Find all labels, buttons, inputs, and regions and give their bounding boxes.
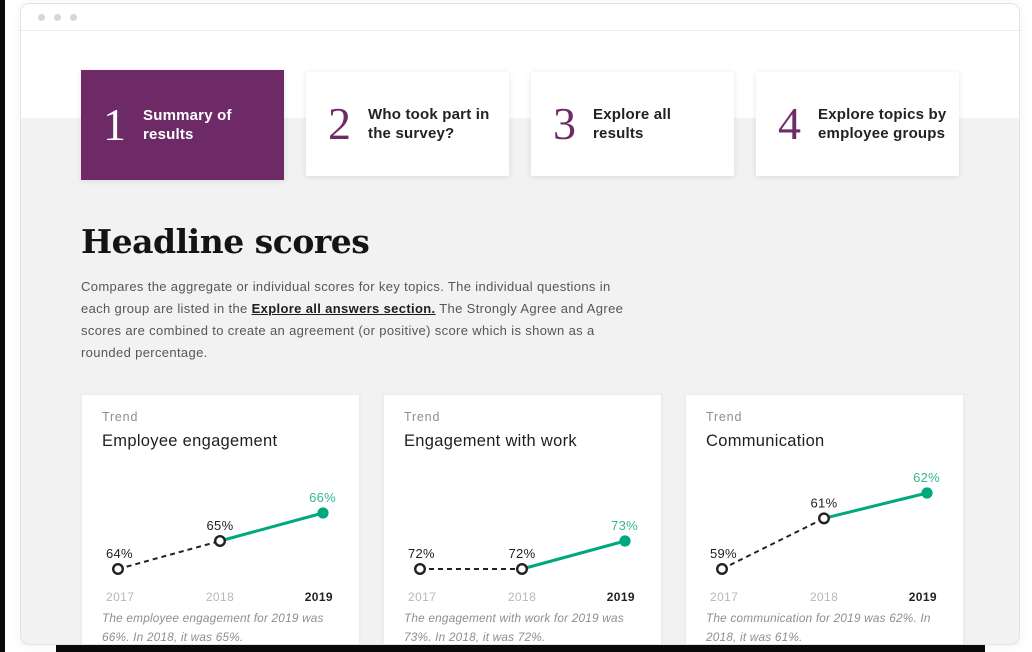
svg-text:59%: 59%: [710, 546, 737, 561]
trend-eyebrow: Trend: [102, 410, 139, 424]
nav-card-explore-topics[interactable]: 4 Explore topics by employee groups: [756, 72, 959, 176]
trend-card-engagement-with-work: Trend Engagement with work 72% 72% 73% 2017…: [383, 394, 662, 644]
page-left-edge: [0, 0, 5, 652]
description-text: Compares the aggregate or individual sco…: [81, 279, 611, 316]
window-content: 1 Summary of results 2 Who took part in …: [21, 31, 1019, 644]
trend-eyebrow: Trend: [706, 410, 743, 424]
step-label: Summary of results: [143, 106, 232, 143]
step-number: 3: [553, 98, 576, 149]
window-dot-icon: [38, 13, 45, 21]
nav-card-who-took-part[interactable]: 2 Who took part in the survey?: [306, 72, 509, 176]
svg-text:64%: 64%: [106, 546, 133, 561]
trend-line-chart: 59% 61% 62% 2017 2018 2019: [710, 470, 940, 604]
svg-text:2019: 2019: [305, 590, 333, 604]
trend-line-chart: 64% 65% 66% 2017 2018 2019: [106, 490, 336, 604]
page-title: Headline scores: [81, 222, 370, 261]
svg-text:2018: 2018: [508, 590, 536, 604]
window-dot-icon: [70, 13, 77, 21]
svg-text:61%: 61%: [811, 495, 838, 510]
trend-eyebrow: Trend: [404, 410, 441, 424]
window-dot-icon: [54, 13, 61, 21]
trend-card-employee-engagement: Trend Employee engagement 64% 65% 66% 2017 2…: [81, 394, 360, 644]
svg-text:2019: 2019: [909, 590, 937, 604]
main-column: 1 Summary of results 2 Who took part in …: [21, 70, 1019, 644]
step-number: 2: [328, 98, 351, 149]
svg-text:2018: 2018: [810, 590, 838, 604]
trend-line-chart: 72% 72% 73% 2017 2018 2019: [408, 518, 638, 604]
trend-caption: The communication for 2019 was 62%. In 2…: [706, 611, 931, 644]
trend-title: Employee engagement: [102, 432, 278, 450]
section-nav: 1 Summary of results 2 Who took part in …: [81, 70, 959, 180]
trend-title: Engagement with work: [404, 432, 577, 450]
trend-caption: The engagement with work for 2019 was 73…: [404, 611, 624, 644]
svg-text:72%: 72%: [509, 546, 536, 561]
step-label: Who took part in the survey?: [368, 105, 490, 142]
svg-text:73%: 73%: [611, 518, 638, 533]
svg-text:2019: 2019: [607, 590, 635, 604]
svg-text:65%: 65%: [207, 518, 234, 533]
trend-card-communication: Trend Communication 59% 61% 62% 2017 2018 201…: [685, 394, 964, 644]
step-number: 1: [103, 99, 126, 150]
page-bottom-bar: [56, 644, 985, 652]
trend-cards: Trend Employee engagement 64% 65% 66% 2017 2…: [81, 394, 964, 644]
svg-text:2017: 2017: [106, 590, 134, 604]
description-text: The Strongly Agree and Agree scores are …: [81, 301, 624, 360]
nav-card-summary-of-results[interactable]: 1 Summary of results: [81, 70, 284, 180]
svg-text:2018: 2018: [206, 590, 234, 604]
trend-caption: The employee engagement for 2019 was 66%…: [102, 611, 324, 644]
section-description: Compares the aggregate or individual sco…: [81, 276, 643, 364]
svg-text:2017: 2017: [710, 590, 738, 604]
explore-all-answers-link[interactable]: Explore all answers section.: [251, 301, 436, 316]
step-label: Explore topics by employee groups: [818, 105, 947, 142]
svg-text:2017: 2017: [408, 590, 436, 604]
svg-text:66%: 66%: [309, 490, 336, 505]
trend-title: Communication: [706, 432, 825, 450]
svg-text:62%: 62%: [913, 470, 940, 485]
svg-text:72%: 72%: [408, 546, 435, 561]
browser-window: 1 Summary of results 2 Who took part in …: [20, 3, 1020, 645]
step-label: Explore all results: [593, 105, 672, 142]
step-number: 4: [778, 98, 801, 149]
window-titlebar: [21, 4, 1019, 31]
nav-card-explore-all-results[interactable]: 3 Explore all results: [531, 72, 734, 176]
